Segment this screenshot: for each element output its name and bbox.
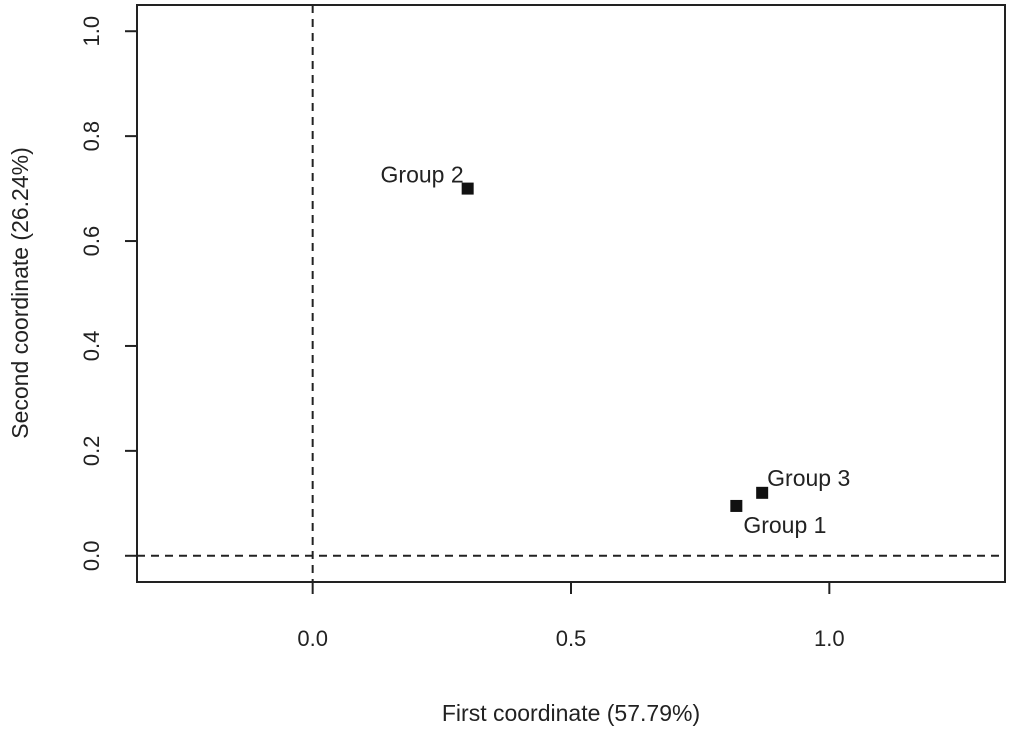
y-tick-label: 0.6 (79, 226, 104, 257)
x-axis: 0.0 0.5 1.0 (297, 582, 845, 651)
point-label: Group 3 (767, 465, 850, 491)
y-tick-label: 0.0 (79, 540, 104, 571)
y-tick-label: 0.4 (79, 331, 104, 362)
y-tick-label: 1.0 (79, 16, 104, 47)
data-points: Group 1 Group 2 Group 3 (381, 162, 851, 538)
data-point (756, 486, 769, 499)
x-tick-label: 0.5 (556, 626, 587, 651)
x-tick-label: 1.0 (814, 626, 845, 651)
y-tick-label: 0.8 (79, 121, 104, 152)
y-tick-label: 0.2 (79, 436, 104, 467)
x-axis-title: First coordinate (57.79%) (442, 700, 700, 726)
y-axis-title: Second coordinate (26.24%) (7, 147, 33, 439)
x-tick-label: 0.0 (297, 626, 328, 651)
point-label: Group 2 (381, 162, 464, 188)
y-axis: 0.0 0.2 0.4 0.6 0.8 1.0 (79, 16, 137, 571)
plot-frame (136, 4, 1006, 583)
point-label: Group 1 (743, 512, 826, 538)
data-point (461, 182, 474, 195)
data-point (730, 499, 743, 512)
